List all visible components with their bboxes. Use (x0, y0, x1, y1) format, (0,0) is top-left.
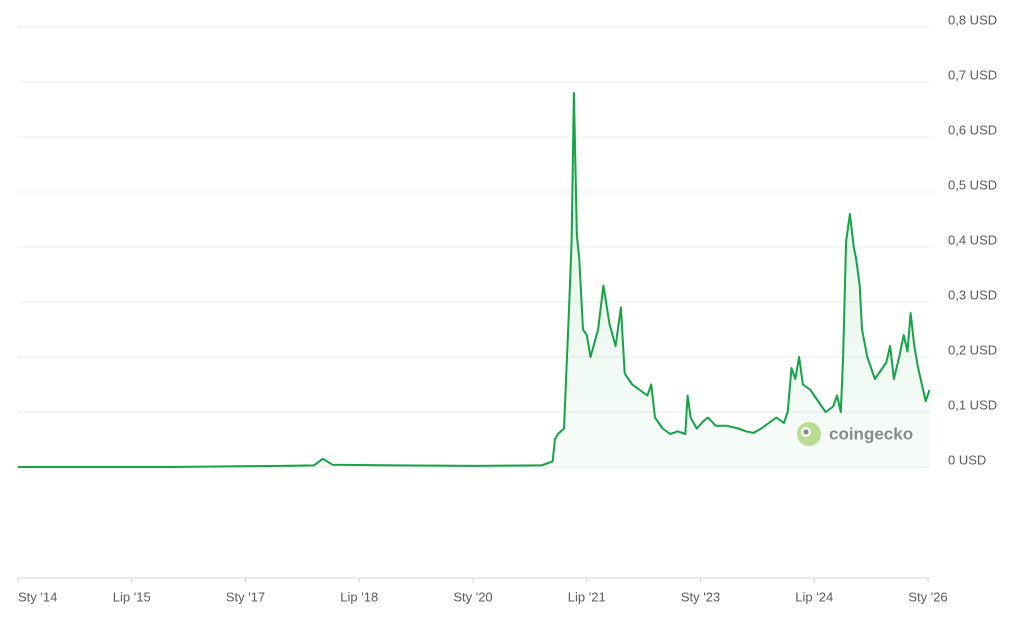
x-tick-label: Sty '14 (18, 589, 57, 604)
y-tick-label: 0,6 USD (948, 122, 997, 137)
y-tick-label: 0,1 USD (948, 397, 997, 412)
y-tick-label: 0,4 USD (948, 232, 997, 247)
x-tick-label: Lip '24 (795, 589, 833, 604)
y-tick-label: 0,2 USD (948, 342, 997, 357)
x-tick-label: Sty '23 (681, 589, 720, 604)
y-tick-label: 0,3 USD (948, 287, 997, 302)
x-tick-label: Sty '17 (226, 589, 265, 604)
x-tick-label: Lip '21 (568, 589, 606, 604)
y-tick-label: 0,7 USD (948, 67, 997, 82)
price-line (18, 92, 931, 468)
y-tick-label: 0 USD (948, 452, 986, 467)
x-tick-label: Lip '18 (340, 589, 378, 604)
x-tick-label: Lip '15 (113, 589, 151, 604)
y-tick-label: 0,5 USD (948, 177, 997, 192)
y-tick-label: 0,8 USD (948, 12, 997, 27)
x-tick-label: Sty '26 (908, 589, 947, 604)
area (18, 93, 930, 467)
x-tick-label: Sty '20 (453, 589, 492, 604)
